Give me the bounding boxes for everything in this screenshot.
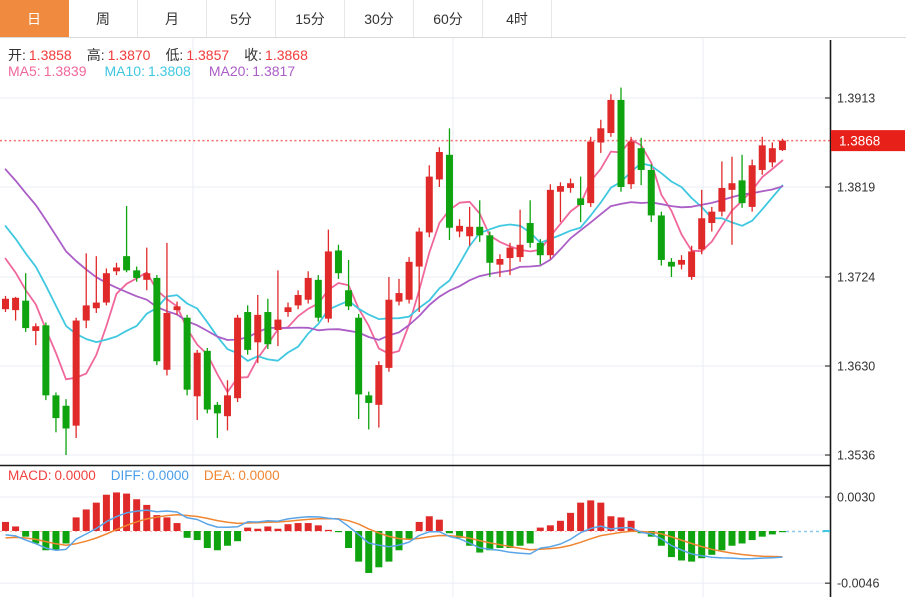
dea-value: 0.0000 (238, 468, 280, 483)
price-axis: 1.3913 1.3819 1.3724 1.3630 1.3536 0.0030 -0.0… (0, 40, 879, 597)
macd-tick-label: 0.0030 (837, 490, 875, 504)
timeframe-tab-月[interactable]: 月 (138, 0, 207, 37)
diff-label: DIFF: (110, 468, 145, 483)
price-tick-label: 1.3913 (837, 92, 875, 106)
ma5-pair: MA5: 1.3839 (8, 63, 87, 79)
candles-layer (2, 87, 786, 456)
diff-value-pair: DIFF: 0.0000 (111, 468, 189, 483)
ma5-label: MA5: (8, 63, 41, 79)
ma20-label: MA20: (208, 63, 250, 79)
macd-panel (0, 492, 830, 573)
high-label: 高: (86, 47, 105, 63)
dea-value-pair: DEA: 0.0000 (204, 468, 280, 483)
low-value: 1.3857 (186, 47, 230, 63)
low-pair: 低: 1.3857 (165, 45, 229, 65)
close-value: 1.3868 (265, 47, 308, 63)
ma20-value: 1.3817 (252, 63, 296, 79)
diff-value: 0.0000 (147, 468, 189, 483)
ohlc-legend: 开: 1.3858 高: 1.3870 低: 1.3857 收: 1.3868 (8, 45, 308, 65)
dea-line (5, 513, 783, 558)
low-label: 低: (165, 47, 184, 63)
ma5-value: 1.3839 (43, 63, 87, 79)
timeframe-tab-30分[interactable]: 30分 (345, 0, 414, 37)
dea-label: DEA: (203, 468, 236, 483)
timeframe-tab-60分[interactable]: 60分 (414, 0, 483, 37)
diff-line (5, 509, 783, 560)
timeframe-tab-5分[interactable]: 5分 (207, 0, 276, 37)
price-tick-label: 1.3819 (837, 181, 875, 195)
current-price-value: 1.3868 (839, 133, 880, 148)
timeframe-toolbar: 日周月 5分 15分 30分 60分 4时 (0, 0, 906, 38)
ma-lines (4, 138, 784, 394)
price-tick-label: 1.3724 (837, 270, 875, 284)
macd-value-pair: MACD: 0.0000 (8, 468, 96, 483)
close-pair: 收: 1.3868 (244, 45, 308, 65)
ma10-pair: MA10: 1.3808 (105, 63, 191, 79)
current-price-label: 1.3868 (831, 130, 905, 152)
high-pair: 高: 1.3870 (87, 45, 151, 65)
open-label: 开: (8, 47, 26, 63)
macd-tick-label: -0.0046 (837, 577, 879, 591)
macd-value: 0.0000 (54, 468, 96, 483)
macd-legend: MACD: 0.0000 DIFF: 0.0000 DEA: 0.0000 (8, 468, 280, 483)
ma10-label: MA10: (104, 63, 145, 79)
timeframe-tab-周[interactable]: 周 (69, 0, 138, 37)
price-tick-label: 1.3536 (837, 449, 875, 463)
ma20-pair: MA20: 1.3817 (209, 63, 295, 79)
ma10-value: 1.3808 (147, 63, 191, 79)
high-value: 1.3870 (107, 47, 151, 63)
price-tick-label: 1.3630 (837, 360, 875, 374)
ma-legend: MA5: 1.3839 MA10: 1.3808 MA20: 1.3817 (8, 63, 295, 79)
open-value: 1.3858 (28, 47, 72, 63)
timeframe-tab-15分[interactable]: 15分 (276, 0, 345, 37)
macd-label: MACD: (8, 468, 52, 483)
timeframe-tab-4时[interactable]: 4时 (483, 0, 552, 37)
open-pair: 开: 1.3858 (8, 45, 72, 65)
close-label: 收: (244, 47, 263, 63)
timeframe-tab-日[interactable]: 日 (0, 0, 69, 37)
